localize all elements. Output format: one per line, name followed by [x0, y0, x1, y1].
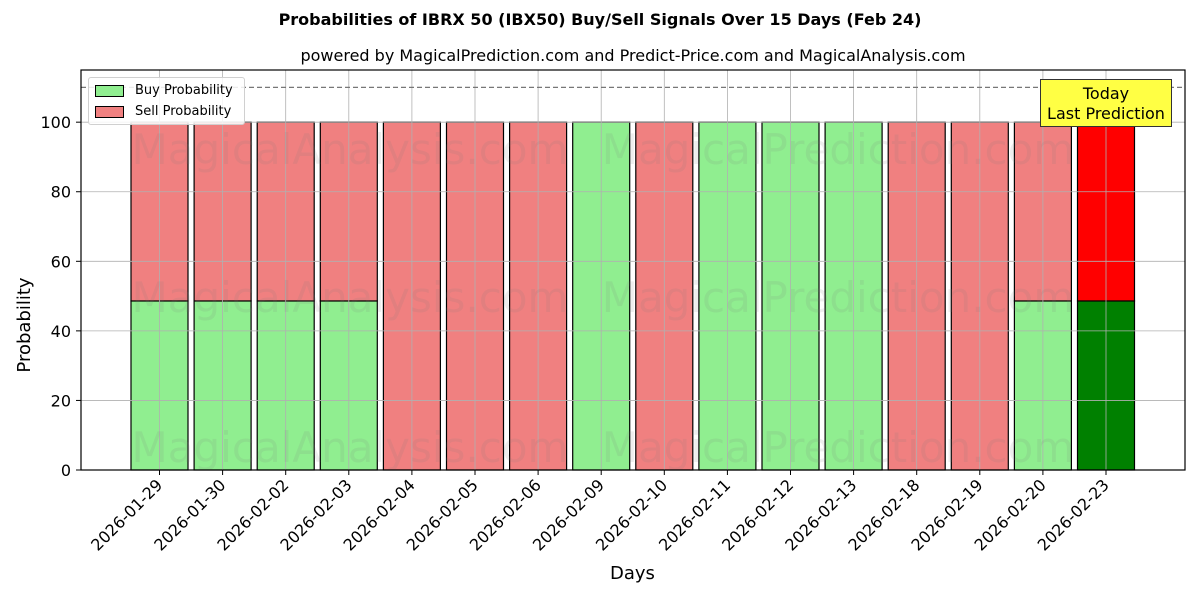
watermark-text: MagicalAnalysis.com	[132, 423, 569, 472]
x-axis-label: Days	[610, 563, 655, 584]
watermark-text: MagicalAnalysis.com	[132, 273, 569, 322]
legend-swatch-sell	[95, 105, 124, 118]
y-tick-label: 40	[51, 322, 71, 341]
watermark-text: MagicalPrediction.com	[602, 125, 1075, 174]
legend-label-buy: Buy Probability	[135, 83, 233, 98]
chart-title: Probabilities of IBRX 50 (IBX50) Buy/Sel…	[278, 10, 922, 29]
today-annotation-line1: Today	[1082, 84, 1130, 103]
legend-swatch-buy	[95, 84, 124, 97]
y-axis-label: Probability	[14, 277, 35, 373]
axes	[80, 69, 1186, 471]
watermark-text: MagicalPrediction.com	[602, 423, 1075, 472]
watermarks: MagicalAnalysis.com MagicalPrediction.com…	[81, 70, 1185, 472]
chart-subtitle: powered by MagicalPrediction.com and Pre…	[300, 46, 966, 65]
today-annotation-line2: Last Prediction	[1047, 104, 1165, 123]
y-tick-label: 100	[40, 113, 71, 132]
legend-item-sell: Sell Probability	[95, 104, 231, 119]
y-axis-ticks: 0 20 40 60 80 100	[40, 113, 81, 480]
watermark-text: MagicalPrediction.com	[602, 273, 1075, 322]
x-axis-ticks: 2026-01-292026-01-302026-02-022026-02-03…	[87, 470, 1113, 555]
legend-label-sell: Sell Probability	[135, 104, 232, 119]
plot-frame	[80, 69, 1186, 471]
y-tick-label: 0	[61, 461, 71, 480]
y-tick-label: 60	[51, 252, 71, 271]
legend: Buy Probability Sell Probability	[88, 77, 245, 125]
y-tick-label: 80	[51, 183, 71, 202]
y-tick-label: 20	[51, 391, 71, 410]
today-annotation: Today Last Prediction	[1040, 79, 1172, 127]
watermark-text: MagicalAnalysis.com	[132, 125, 569, 174]
legend-item-buy: Buy Probability	[95, 83, 233, 98]
